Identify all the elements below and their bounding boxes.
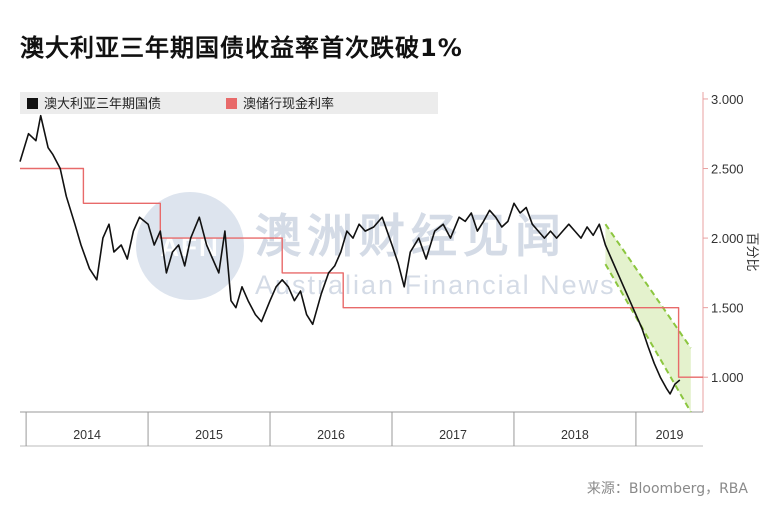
cash-rate-line <box>20 167 703 378</box>
watermark-logo-icon <box>136 192 244 300</box>
chart-title: 澳大利亚三年期国债收益率首次跌破1% <box>20 34 463 62</box>
channel-fill <box>605 224 691 412</box>
legend-swatch-yield <box>27 98 38 109</box>
x-tick-label: 2016 <box>317 428 345 442</box>
downtrend-channel <box>604 223 692 413</box>
watermark: AFN 澳洲财经见闻 Australian Financial News <box>136 192 616 300</box>
cash-rate-line-group <box>20 167 703 378</box>
x-tick-label: 2019 <box>656 428 684 442</box>
y-tick-label: 2.000 <box>711 231 744 246</box>
y-axis-ticks: 1.000 1.500 2.000 2.500 3.000 <box>703 92 744 385</box>
legend: 澳大利亚三年期国债 澳储行现金利率 <box>20 92 438 114</box>
legend-swatch-cash-rate <box>226 98 237 109</box>
x-axis-ticks: 2014 2015 2016 2017 2018 2019 <box>25 412 684 446</box>
bond-yield-line-group <box>19 114 681 395</box>
legend-label-yield: 澳大利亚三年期国债 <box>44 96 161 112</box>
y-tick-label: 1.000 <box>711 370 744 385</box>
y-tick-label: 3.000 <box>711 92 744 107</box>
x-tick-label: 2015 <box>195 428 223 442</box>
y-tick-label: 2.500 <box>711 162 744 177</box>
watermark-logo-text: AFN <box>160 232 219 262</box>
bond-yield-line <box>19 114 681 395</box>
legend-label-cash-rate: 澳储行现金利率 <box>243 96 334 112</box>
channel-lower-line <box>604 263 692 413</box>
watermark-en: Australian Financial News <box>255 270 616 300</box>
x-tick-label: 2017 <box>439 428 467 442</box>
channel-upper-line <box>604 223 692 349</box>
y-tick-label: 1.500 <box>711 301 744 316</box>
watermark-cn: 澳洲财经见闻 <box>255 209 567 263</box>
source-note: 来源：Bloomberg，RBA <box>586 481 748 497</box>
x-tick-label: 2014 <box>73 428 101 442</box>
x-tick-label: 2018 <box>561 428 589 442</box>
y-axis-unit-label: 百分比 <box>744 232 759 271</box>
